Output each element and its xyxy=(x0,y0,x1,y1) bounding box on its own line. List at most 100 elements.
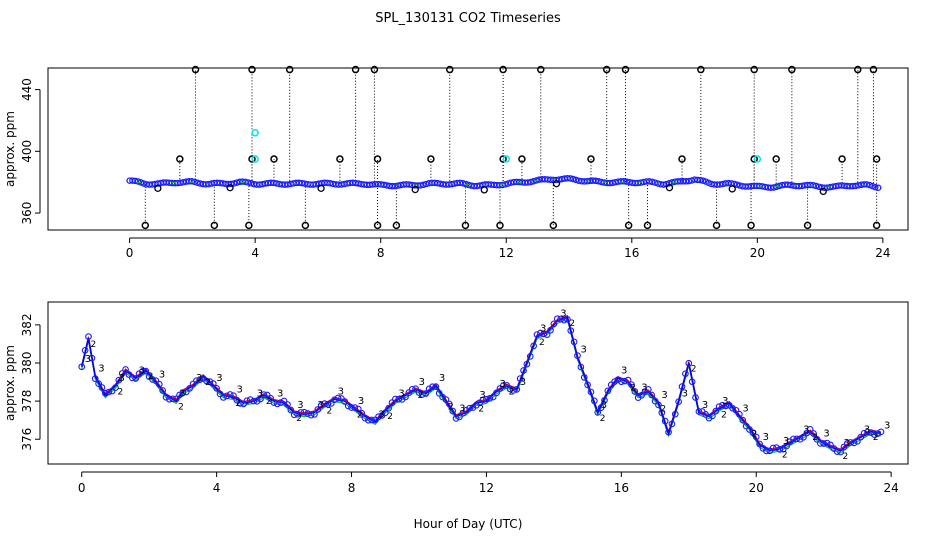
top-panel-marks xyxy=(126,65,882,230)
bottom-series-point xyxy=(580,373,588,381)
bottom-series-point xyxy=(115,376,123,384)
bottom-series-point xyxy=(543,331,551,339)
top-baseline-point xyxy=(595,178,602,185)
top-x-tick-label: 20 xyxy=(750,246,765,260)
top-spike-high-point xyxy=(370,65,379,74)
bottom-series-point xyxy=(287,406,295,414)
top-baseline-point xyxy=(685,177,693,185)
top-baseline-point xyxy=(533,177,540,184)
bottom-series-point xyxy=(533,331,541,338)
top-baseline-point xyxy=(524,179,532,186)
top-baseline-point xyxy=(696,176,704,184)
bottom-series-point xyxy=(98,384,106,391)
top-y-axis-label: approx. ppm xyxy=(3,111,17,187)
bottom-series-point xyxy=(678,383,686,390)
bottom-series-label-3: 3 xyxy=(884,421,890,432)
bottom-series-point xyxy=(203,377,210,385)
bottom-series-point xyxy=(182,388,190,396)
bottom-series-point xyxy=(810,430,817,437)
bottom-series-point xyxy=(631,388,639,395)
bottom-series-point xyxy=(732,406,740,414)
bottom-series-point xyxy=(816,440,824,447)
bottom-series-label-3: 3 xyxy=(661,390,667,401)
top-baseline-point xyxy=(770,184,777,191)
bottom-series-point xyxy=(166,395,173,403)
top-baseline-point xyxy=(809,181,817,189)
top-baseline-point xyxy=(132,177,139,185)
bottom-series-label-3: 3 xyxy=(823,428,829,439)
bottom-series-point xyxy=(783,442,790,450)
bottom-series-point xyxy=(307,411,315,419)
bottom-series-point xyxy=(334,394,342,402)
bottom-series-point xyxy=(419,391,426,398)
bottom-series-point xyxy=(139,367,146,375)
top-spike-high-point xyxy=(854,65,862,74)
bottom-series-point xyxy=(877,428,885,436)
bottom-series-label-3: 3 xyxy=(419,377,425,388)
top-spike-mid-point xyxy=(678,155,686,163)
top-baseline-point xyxy=(244,179,252,186)
top-baseline-point xyxy=(530,178,537,185)
bottom-series-point xyxy=(193,377,200,385)
bottom-series-point xyxy=(284,401,291,408)
bottom-x-tick-label: 4 xyxy=(213,481,221,495)
top-spike-low-point xyxy=(210,221,219,230)
top-baseline-point xyxy=(194,179,201,186)
bottom-series-label-2: 2 xyxy=(691,365,697,375)
top-spike-high-point xyxy=(285,65,294,74)
bottom-series-point xyxy=(648,391,656,399)
top-spike-high-point xyxy=(750,65,758,74)
top-spike-low-point xyxy=(643,221,652,230)
bottom-series-point xyxy=(742,422,750,430)
bottom-series-point xyxy=(867,429,875,436)
bottom-series-point xyxy=(641,388,649,395)
bottom-series-label-2: 2 xyxy=(600,414,606,424)
bottom-series-point xyxy=(516,375,524,382)
bottom-series-point xyxy=(644,385,652,393)
bottom-series-label-2: 2 xyxy=(630,384,636,394)
bottom-x-tick-label: 12 xyxy=(479,481,494,495)
bottom-series-point xyxy=(108,387,116,395)
bottom-series-point xyxy=(628,381,635,389)
top-baseline-point xyxy=(312,181,320,188)
top-y-tick-label: 440 xyxy=(20,78,34,101)
bottom-series-label-2: 2 xyxy=(235,399,241,409)
bottom-series-point xyxy=(388,399,396,406)
bottom-series-point xyxy=(776,446,784,453)
bottom-series-point xyxy=(331,396,339,404)
bottom-series-point xyxy=(415,389,423,396)
bottom-series-label-2: 2 xyxy=(660,405,666,415)
bottom-series-point xyxy=(294,410,301,418)
top-spike-mid-point xyxy=(499,155,507,163)
top-baseline-point xyxy=(434,179,441,187)
top-baseline-point xyxy=(504,180,512,187)
top-spike-high-point xyxy=(191,65,200,74)
bottom-series-point xyxy=(466,404,473,412)
bottom-series-point xyxy=(273,400,281,408)
bottom-series-point xyxy=(132,375,140,382)
bottom-series-point xyxy=(462,406,470,414)
top-baseline-point xyxy=(733,181,741,188)
bottom-series-point xyxy=(537,329,544,337)
bottom-series-point xyxy=(597,404,605,411)
bottom-series-point xyxy=(179,389,187,397)
bottom-series-point xyxy=(186,385,193,392)
top-near-point xyxy=(411,185,419,194)
bottom-series-label-2: 2 xyxy=(296,414,302,424)
top-spike-high-point xyxy=(248,65,256,74)
bottom-series-point xyxy=(840,443,848,451)
bottom-series-point xyxy=(300,408,308,416)
bottom-series-point xyxy=(112,384,119,391)
bottom-series-point xyxy=(172,395,180,403)
bottom-y-tick-label: 382 xyxy=(20,313,34,336)
bottom-series-point xyxy=(803,429,811,437)
top-spike-low-point xyxy=(549,221,558,230)
bottom-series-point xyxy=(621,377,629,385)
bottom-series-point xyxy=(452,415,460,422)
bottom-series-point xyxy=(270,399,278,406)
bottom-series-point xyxy=(567,327,575,334)
top-y-tick-label: 400 xyxy=(20,140,34,163)
bottom-series-point xyxy=(358,409,365,417)
bottom-series-label-3: 3 xyxy=(844,438,850,449)
bottom-series-point xyxy=(152,377,160,385)
